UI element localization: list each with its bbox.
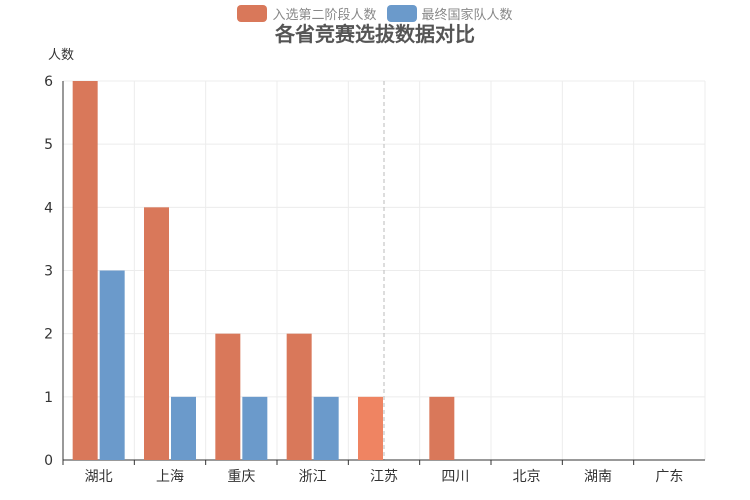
bar[interactable]: [171, 396, 196, 460]
bar[interactable]: [242, 396, 268, 460]
y-tick-label: 0: [44, 453, 53, 469]
bar[interactable]: [358, 396, 383, 460]
legend-swatch-national: [386, 5, 417, 22]
x-tick-label: 浙江: [299, 469, 327, 485]
bar[interactable]: [72, 81, 98, 460]
x-tick-label: 湖北: [85, 469, 113, 485]
bar[interactable]: [99, 270, 125, 461]
legend-label-national: 最终国家队人数: [421, 8, 513, 23]
bar[interactable]: [215, 333, 241, 460]
bar[interactable]: [429, 396, 455, 460]
legend-label-stage2: 入选第二阶段人数: [272, 8, 377, 23]
y-tick-label: 6: [44, 74, 53, 90]
y-tick-label: 3: [44, 264, 53, 280]
legend-item-national[interactable]: 最终国家队人数: [386, 4, 513, 23]
legend: 入选第二阶段人数 最终国家队人数: [0, 4, 750, 23]
legend-item-stage2[interactable]: 入选第二阶段人数: [237, 4, 377, 23]
y-axis-label: 人数: [48, 48, 75, 63]
x-tick-label: 江苏: [370, 469, 398, 485]
bar[interactable]: [286, 333, 312, 460]
x-tick-label: 北京: [513, 469, 541, 485]
x-tick-label: 广东: [655, 469, 683, 485]
x-tick-label: 上海: [156, 469, 184, 485]
y-tick-label: 2: [44, 327, 53, 343]
legend-swatch-stage2: [237, 5, 268, 22]
y-tick-label: 1: [44, 390, 53, 406]
chart-title: 各省竞赛选拔数据对比: [275, 22, 475, 46]
bar[interactable]: [313, 396, 339, 460]
x-tick-label: 湖南: [584, 469, 612, 485]
x-tick-label: 四川: [441, 469, 469, 485]
y-tick-label: 5: [44, 137, 53, 153]
y-tick-label: 4: [44, 200, 53, 216]
bar[interactable]: [144, 207, 169, 460]
x-tick-label: 重庆: [227, 469, 255, 485]
